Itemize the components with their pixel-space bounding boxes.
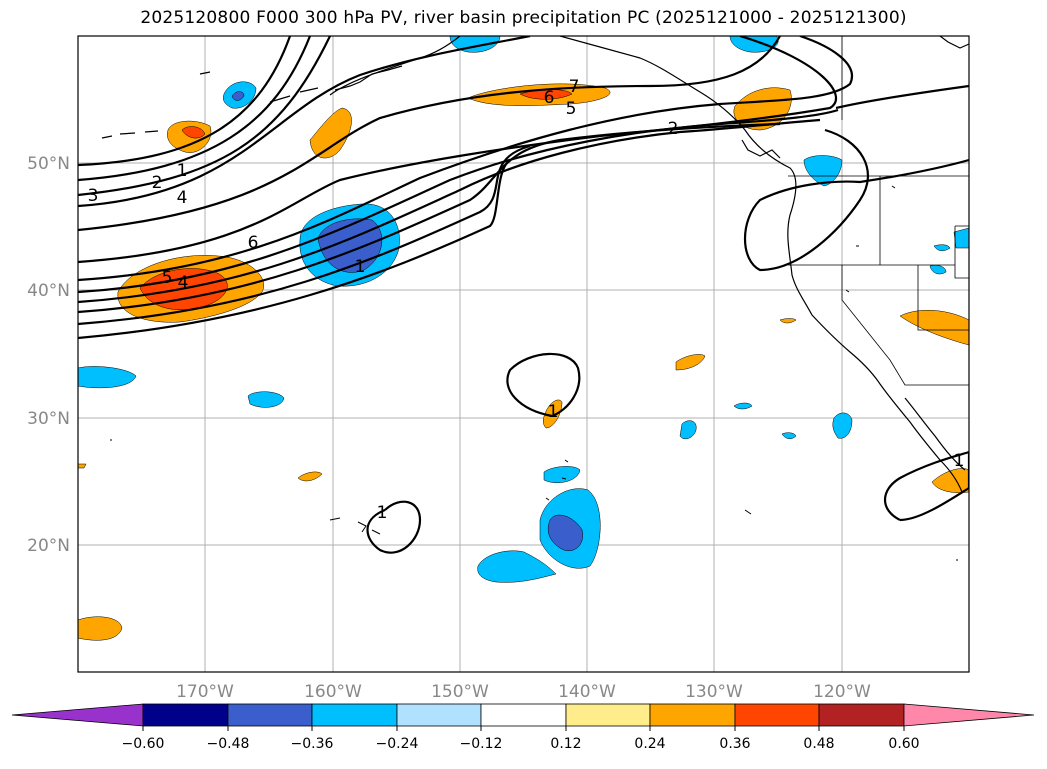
precip-blob-sw-corner-orange: [78, 616, 123, 641]
precip-blob-bc-sky: [803, 155, 843, 187]
contour-label: 6: [248, 233, 259, 253]
map-area: 1 2 3 4 6 5 4 1 7 6 5 2 1 1 1: [78, 36, 969, 672]
contour-label: 1: [548, 402, 559, 422]
colorbar-segment: [649, 703, 736, 727]
lat-label-50n: 50°N: [27, 154, 70, 174]
contour-label: 1: [177, 161, 188, 181]
colorbar-segment: [227, 703, 313, 727]
contour-label: 1: [954, 451, 965, 471]
colorbar-extend-high: [903, 703, 1035, 727]
lat-label-20n: 20°N: [27, 536, 70, 556]
islands: [110, 185, 958, 561]
lon-label-170w: 170°W: [176, 682, 234, 702]
political-borders: [788, 36, 969, 386]
colorbar-ticks: [142, 726, 905, 731]
contour-label: 5: [162, 268, 173, 288]
lon-label-130w: 130°W: [685, 682, 743, 702]
precip-blob-west-coast-orange: [899, 310, 969, 346]
map-title: 2025120800 F000 300 hPa PV, river basin …: [140, 8, 907, 28]
latitude-labels: 50°N 40°N 30°N 20°N: [27, 154, 70, 556]
precip-blob-small-sky-5: [781, 432, 797, 439]
contour-label: 7: [569, 77, 580, 97]
contour-label: 5: [566, 99, 577, 119]
colorbar-tick-labels: −0.60 −0.48 −0.36 −0.24 −0.12 0.12 0.24 …: [122, 736, 920, 752]
colorbar-segment: [734, 703, 820, 727]
pv-contours: [78, 36, 969, 554]
precip-blob-135w-orange: [675, 354, 706, 371]
precip-blob-aleutian-red: [181, 126, 206, 139]
colorbar-segment: [818, 703, 905, 727]
precip-blob-baja-sky: [832, 412, 853, 439]
lon-label-140w: 140°W: [558, 682, 616, 702]
colorbar-tick-label: 0.24: [634, 736, 665, 752]
colorbar-segment: [480, 703, 567, 727]
negative-precip-shading: [78, 36, 969, 583]
contour-label: 3: [88, 186, 99, 206]
colorbar-tick-label: 0.36: [719, 736, 750, 752]
colorbar: [11, 703, 1035, 727]
colorbar-segment: [396, 703, 482, 727]
precip-blob-30n-orange: [543, 399, 563, 429]
colorbar-tick-label: 0.12: [550, 736, 581, 752]
lon-label-150w: 150°W: [431, 682, 489, 702]
lon-label-160w: 160°W: [304, 682, 362, 702]
precip-blob-aleutian-blue: [231, 91, 245, 101]
colorbar-segment: [565, 703, 651, 727]
contour-label: 4: [178, 273, 189, 293]
colorbar-tick-label: −0.12: [460, 736, 503, 752]
precip-blob-small-sky-2: [933, 244, 951, 251]
map-frame: [77, 35, 970, 673]
precip-blob-33n-sky: [247, 391, 285, 408]
colorbar-segment: [142, 703, 229, 727]
lon-label-120w: 120°W: [813, 682, 871, 702]
colorbar-tick-label: 0.48: [803, 736, 834, 752]
colorbar-segment: [311, 703, 398, 727]
precip-blob-small-orange-2: [779, 318, 797, 324]
contour-labels: 1 2 3 4 6 5 4 1 7 6 5 2 1 1 1: [88, 77, 965, 523]
precip-blob-small-orange-3: [78, 463, 87, 469]
lat-label-30n: 30°N: [27, 409, 70, 429]
contour-label: 2: [152, 173, 163, 193]
contour-label: 1: [355, 257, 366, 277]
contour-label: 6: [544, 88, 555, 108]
colorbar-tick-label: −0.48: [207, 736, 250, 752]
precip-blob-hawaii-blue: [547, 514, 583, 552]
precip-blob-small-sky-1: [679, 420, 697, 440]
longitude-labels: 170°W 160°W 150°W 140°W 130°W 120°W: [176, 682, 871, 702]
precip-blob-small-orange-1: [297, 471, 323, 482]
contour-label: 1: [377, 503, 388, 523]
colorbar-tick-label: −0.36: [291, 736, 334, 752]
coastlines: [101, 36, 969, 493]
precip-blob-west-sky: [78, 366, 137, 389]
precip-blob-hawaii-north-sky: [543, 466, 581, 483]
precip-blob-160w-orange: [309, 107, 352, 159]
contour-label: 2: [668, 119, 679, 139]
colorbar-extend-low: [11, 703, 144, 727]
precip-blob-small-sky-4: [733, 402, 753, 410]
contour-label: 4: [177, 188, 188, 208]
precip-blob-south-sky: [477, 550, 557, 583]
colorbar-tick-label: 0.60: [888, 736, 919, 752]
colorbar-tick-label: −0.60: [122, 736, 165, 752]
colorbar-tick-label: −0.24: [376, 736, 419, 752]
lat-label-40n: 40°N: [27, 281, 70, 301]
